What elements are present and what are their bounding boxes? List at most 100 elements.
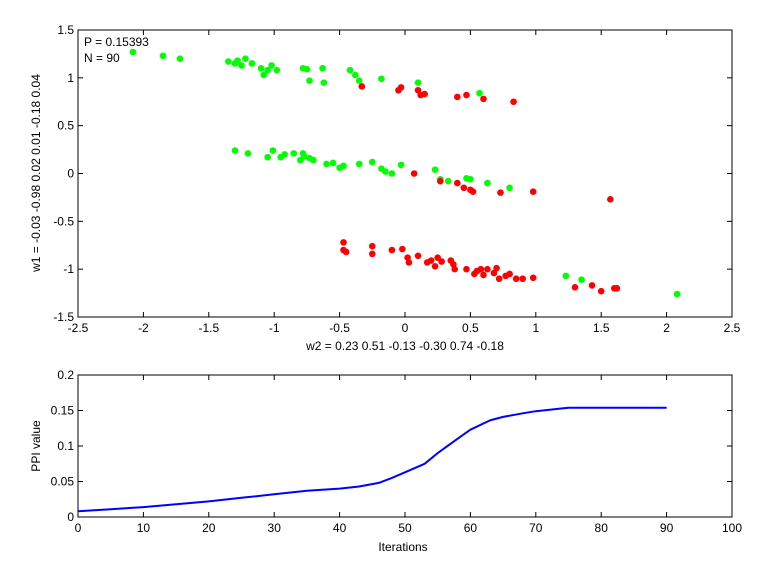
scatter-point-green — [264, 66, 271, 74]
scatter-y-tick-label: -1.5 — [53, 310, 74, 324]
scatter-x-tick-label: -2.5 — [68, 321, 89, 335]
line-y-axis-label: PPI value — [29, 420, 43, 472]
scatter-x-tick-label: -1 — [269, 321, 280, 335]
scatter-point-green — [257, 64, 265, 72]
line-y-tick-label: 0.05 — [51, 475, 75, 489]
scatter-point-red — [506, 270, 513, 278]
line-x-axis-label: Iterations — [378, 540, 427, 554]
scatter-point-green — [320, 79, 328, 86]
p-value-annotation: P = 0.15393 — [84, 35, 149, 49]
line-x-tick-label: 90 — [660, 521, 674, 535]
scatter-point-green — [303, 65, 311, 73]
scatter-point-green — [176, 55, 184, 62]
scatter-x-tick-label: 0 — [402, 321, 409, 335]
line-x-tick-label: 20 — [202, 521, 216, 535]
scatter-point-green — [397, 161, 405, 169]
line-x-tick-label: 50 — [398, 521, 412, 535]
scatter-point-green — [506, 184, 513, 192]
line-x-tick-label: 10 — [137, 521, 151, 535]
scatter-point-red — [454, 179, 461, 187]
scatter-point-green — [234, 57, 241, 64]
scatter-x-tick-label: 1 — [532, 321, 539, 335]
ppi-series-line — [77, 406, 667, 513]
scatter-point-red — [484, 265, 491, 273]
scatter-point-red — [519, 275, 527, 283]
line-axes-box — [77, 374, 733, 518]
scatter-point-red — [497, 189, 504, 196]
scatter-point-red — [529, 274, 537, 282]
line-x-tick-label: 30 — [268, 521, 282, 535]
scatter-point-green — [231, 147, 239, 154]
scatter-y-tick-label: -1 — [63, 262, 74, 276]
scatter-ticks: -2.5 -2 -1.5 -1 -0.5 0 0.5 1 1.5 2 2.5 -1.5 -1 -0.5 0 0… — [53, 23, 740, 335]
scatter-point-green — [340, 162, 347, 170]
scatter-point-green — [467, 175, 474, 183]
scatter-point-green — [388, 170, 396, 177]
scatter-point-red — [437, 177, 444, 185]
scatter-point-green — [578, 276, 585, 283]
line-x-tick-label: 0 — [75, 521, 82, 535]
line-y-tick-label: 0.15 — [51, 404, 75, 418]
scatter-point-red — [463, 265, 470, 273]
scatter-plot: -2.5 -2 -1.5 -1 -0.5 0 0.5 1 1.5 2 2.5 -1.5 -1 -0.5 0 0… — [29, 23, 741, 353]
scatter-y-tick-label: 0.5 — [57, 119, 74, 133]
scatter-point-red — [421, 90, 428, 98]
scatter-point-green — [351, 71, 359, 79]
scatter-point-green — [129, 48, 137, 56]
scatter-point-red — [397, 84, 405, 91]
scatter-y-tick-label: -0.5 — [53, 214, 74, 228]
scatter-point-red — [451, 265, 459, 273]
line-x-tick-label: 70 — [529, 521, 543, 535]
line-y-tick-label: 0.1 — [57, 439, 74, 453]
line-x-tick-label: 60 — [464, 521, 478, 535]
scatter-point-green — [323, 160, 330, 168]
scatter-point-green — [300, 152, 308, 160]
scatter-point-red — [597, 287, 605, 295]
scatter-x-axis-label: w2 = 0.23 0.51 -0.13 -0.30 0.74 -0.18 — [305, 339, 504, 353]
scatter-point-green — [476, 89, 483, 97]
scatter-point-red — [493, 264, 500, 272]
scatter-point-red — [477, 265, 485, 273]
scatter-point-green — [281, 151, 288, 158]
scatter-y-axis-label: w1 = -0.03 -0.98 0.02 0.01 -0.18 0.04 — [29, 74, 43, 273]
scatter-point-red — [342, 248, 350, 256]
scatter-point-green — [562, 272, 570, 280]
scatter-x-tick-label: 2 — [663, 321, 670, 335]
scatter-point-red — [588, 282, 596, 289]
line-x-tick-label: 40 — [333, 521, 347, 535]
line-x-tick-label: 100 — [722, 521, 742, 535]
scatter-x-tick-label: 1.5 — [593, 321, 610, 335]
scatter-point-green — [248, 60, 256, 67]
line-plot: 0 10 20 30 40 50 60 70 80 90 100 0 0.05 0.1 0.15 0.2 It… — [29, 368, 742, 554]
scatter-y-tick-label: 1.5 — [57, 23, 74, 37]
scatter-x-tick-label: -2 — [138, 321, 149, 335]
scatter-point-green — [484, 179, 491, 187]
scatter-point-green — [378, 75, 385, 83]
scatter-point-red — [460, 184, 468, 192]
scatter-point-red — [358, 83, 366, 90]
scatter-axes-box — [77, 29, 733, 318]
scatter-point-green — [159, 52, 167, 60]
line-x-tick-label: 80 — [595, 521, 609, 535]
scatter-point-red — [607, 196, 614, 203]
scatter-point-red — [480, 271, 487, 279]
scatter-point-green — [431, 166, 439, 173]
scatter-point-red — [529, 188, 537, 195]
scatter-point-green — [369, 158, 376, 166]
scatter-point-green — [225, 58, 232, 65]
scatter-point-green — [244, 150, 252, 157]
scatter-point-red — [571, 284, 579, 291]
scatter-point-red — [512, 275, 520, 283]
scatter-y-tick-label: 0 — [67, 167, 74, 181]
scatter-point-green — [444, 177, 452, 185]
line-ticks: 0 10 20 30 40 50 60 70 80 90 100 0 0.05 0.1 0.15 0.2 — [51, 368, 743, 535]
scatter-point-green — [273, 66, 281, 74]
scatter-point-green — [329, 159, 337, 167]
scatter-point-green — [382, 168, 389, 175]
scatter-point-green — [242, 55, 249, 62]
line-y-tick-label: 0 — [67, 510, 74, 524]
scatter-x-tick-label: -1.5 — [198, 321, 219, 335]
scatter-point-red — [480, 95, 487, 103]
scatter-point-red — [340, 239, 347, 246]
